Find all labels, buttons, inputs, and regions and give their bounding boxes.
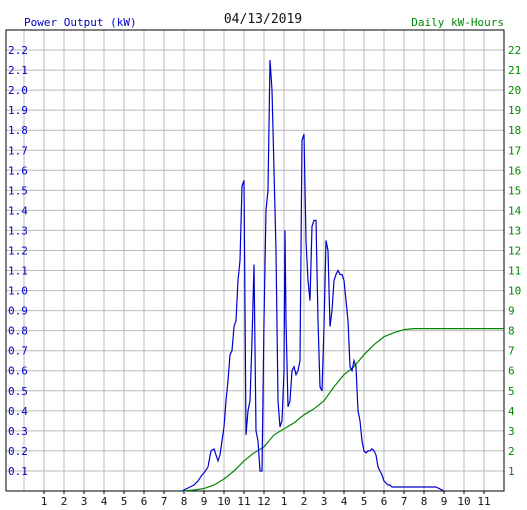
x-tick-label: 8 bbox=[181, 495, 188, 508]
x-tick-label: 2 bbox=[61, 495, 68, 508]
y-left-tick-label: 0.6 bbox=[8, 365, 28, 378]
y-right-tick-label: 11 bbox=[508, 265, 521, 278]
x-tick-label: 4 bbox=[341, 495, 348, 508]
y-right-tick-label: 10 bbox=[508, 285, 521, 298]
chart-grid bbox=[6, 30, 504, 491]
right-axis-label: Daily kW-Hours bbox=[411, 16, 504, 29]
x-tick-label: 10 bbox=[217, 495, 230, 508]
y-right-tick-label: 4 bbox=[508, 405, 515, 418]
x-tick-label: 5 bbox=[361, 495, 368, 508]
x-tick-label: 5 bbox=[121, 495, 128, 508]
x-tick-label: 6 bbox=[141, 495, 148, 508]
y-left-tick-label: 1.9 bbox=[8, 104, 28, 117]
y-left-tick-label: 2.1 bbox=[8, 64, 28, 77]
chart-title: 04/13/2019 bbox=[224, 12, 302, 27]
y-left-tick-label: 1.3 bbox=[8, 224, 28, 237]
y-left-tick-label: 0.3 bbox=[8, 425, 28, 438]
y-left-tick-label: 0.9 bbox=[8, 305, 28, 318]
x-tick-label: 3 bbox=[81, 495, 88, 508]
x-tick-label: 6 bbox=[381, 495, 388, 508]
y-left-tick-label: 1.4 bbox=[8, 204, 28, 217]
x-tick-label: 10 bbox=[457, 495, 470, 508]
plot-area-frame bbox=[5, 29, 505, 492]
y-left-tick-label: 2.0 bbox=[8, 84, 28, 97]
left-axis-label: Power Output (kW) bbox=[24, 16, 137, 29]
y-left-tick-label: 1.1 bbox=[8, 265, 28, 278]
y-left-tick-label: 1.6 bbox=[8, 164, 28, 177]
x-tick-label: 12 bbox=[257, 495, 270, 508]
x-tick-label: 11 bbox=[237, 495, 250, 508]
y-right-tick-label: 14 bbox=[508, 204, 522, 217]
x-tick-label: 2 bbox=[301, 495, 308, 508]
y-right-tick-label: 6 bbox=[508, 365, 515, 378]
x-tick-label: 9 bbox=[201, 495, 208, 508]
y-right-tick-label: 18 bbox=[508, 124, 521, 137]
y-right-tick-label: 17 bbox=[508, 144, 521, 157]
x-tick-label: 9 bbox=[441, 495, 448, 508]
x-tick-label: 4 bbox=[101, 495, 108, 508]
power-output-line bbox=[181, 60, 445, 492]
x-tick-label: 1 bbox=[281, 495, 288, 508]
daily-kwh-line bbox=[181, 328, 504, 492]
y-left-tick-label: 0.1 bbox=[8, 465, 28, 478]
x-tick-label: 7 bbox=[401, 495, 408, 508]
y-right-tick-label: 8 bbox=[508, 325, 515, 338]
y-right-tick-label: 12 bbox=[508, 244, 521, 257]
x-tick-label: 7 bbox=[161, 495, 168, 508]
y-right-tick-label: 2 bbox=[508, 445, 515, 458]
y-right-tick-label: 19 bbox=[508, 104, 521, 117]
y-left-tick-label: 0.4 bbox=[8, 405, 28, 418]
y-left-tick-label: 1.7 bbox=[8, 144, 28, 157]
y-left-tick-label: 0.2 bbox=[8, 445, 28, 458]
y-right-tick-label: 9 bbox=[508, 305, 515, 318]
y-right-tick-label: 22 bbox=[508, 44, 521, 57]
y-left-tick-label: 0.5 bbox=[8, 385, 28, 398]
y-right-tick-label: 16 bbox=[508, 164, 521, 177]
x-tick-label: 8 bbox=[421, 495, 428, 508]
y-left-tick-label: 1.0 bbox=[8, 285, 28, 298]
y-right-tick-label: 13 bbox=[508, 224, 521, 237]
y-right-tick-label: 15 bbox=[508, 184, 521, 197]
y-right-tick-label: 21 bbox=[508, 64, 521, 77]
y-right-tick-label: 7 bbox=[508, 345, 515, 358]
series-group bbox=[181, 60, 504, 492]
y-right-tick-label: 3 bbox=[508, 425, 515, 438]
y-left-tick-label: 2.2 bbox=[8, 44, 28, 57]
y-left-tick-label: 0.7 bbox=[8, 345, 28, 358]
y-left-tick-label: 1.5 bbox=[8, 184, 28, 197]
y-right-tick-label: 5 bbox=[508, 385, 515, 398]
y-right-tick-label: 20 bbox=[508, 84, 521, 97]
y-left-tick-label: 1.8 bbox=[8, 124, 28, 137]
x-tick-labels: 1 2 3 4 5 6 7 8 9 10 11 12 1 2 3 4 5 6 7 8 9 10 11 bbox=[41, 491, 491, 508]
y-left-tick-label: 0.8 bbox=[8, 325, 28, 338]
y-right-tick-label: 1 bbox=[508, 465, 515, 478]
x-tick-label: 11 bbox=[477, 495, 490, 508]
x-tick-label: 3 bbox=[321, 495, 328, 508]
x-tick-label: 1 bbox=[41, 495, 48, 508]
y-left-tick-labels: 0.1 0.2 0.3 0.4 0.5 0.6 0.7 0.8 0.9 1.0 1.1 1.2 1.3 1… bbox=[8, 44, 28, 478]
y-left-tick-label: 1.2 bbox=[8, 244, 28, 257]
